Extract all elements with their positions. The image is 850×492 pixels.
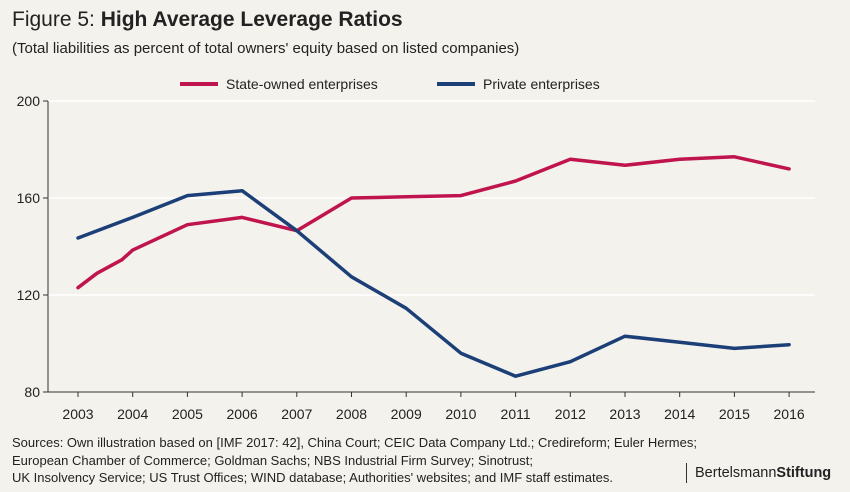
chart-subtitle: (Total liabilities as percent of total o… — [12, 40, 520, 57]
line-chart: 80 120 160 200 2003 2004 2005 2006 2007 2008 2009 2… — [17, 76, 815, 422]
brand-regular: Bertelsmann — [695, 465, 777, 481]
x-tick-label: 2013 — [609, 406, 640, 422]
x-tick-label: 2006 — [227, 406, 258, 422]
series-line — [76, 155, 791, 290]
x-tick-label: 2015 — [719, 406, 750, 422]
x-tick-label: 2004 — [117, 406, 148, 422]
x-tick-label: 2012 — [555, 406, 586, 422]
sources-line: UK Insolvency Service; US Trust Offices;… — [12, 470, 613, 485]
x-tick-label: 2014 — [664, 406, 695, 422]
brand-bold: Stiftung — [776, 465, 832, 481]
x-tick-label: 2007 — [281, 406, 312, 422]
x-tick-label: 2016 — [774, 406, 805, 422]
y-tick-label: 160 — [17, 190, 41, 206]
legend-label: Private enterprises — [483, 76, 600, 92]
x-tick-label: 2005 — [172, 406, 203, 422]
series-line — [76, 188, 791, 378]
figure-number: Figure 5: — [12, 8, 95, 31]
y-tick-label: 80 — [24, 384, 40, 400]
legend-label: State-owned enterprises — [226, 76, 378, 92]
sources-note: Sources: Own illustration based on [IMF … — [12, 434, 697, 487]
x-tick-label: 2010 — [445, 406, 476, 422]
title-main: High Average Leverage Ratios — [100, 8, 403, 31]
y-tick-label: 120 — [17, 287, 41, 303]
y-tick-label: 200 — [17, 93, 41, 109]
x-tick-label: 2008 — [336, 406, 367, 422]
chart-title: Figure 5: High Average Leverage Ratios — [12, 8, 403, 32]
x-tick-label: 2011 — [501, 406, 531, 422]
sources-line: European Chamber of Commerce; Goldman Sa… — [12, 452, 533, 468]
x-tick-label: 2003 — [62, 406, 93, 422]
x-tick-label: 2009 — [391, 406, 422, 422]
brand-logo: BertelsmannStiftung — [686, 463, 831, 483]
sources-line: Sources: Own illustration based on [IMF … — [12, 435, 697, 450]
